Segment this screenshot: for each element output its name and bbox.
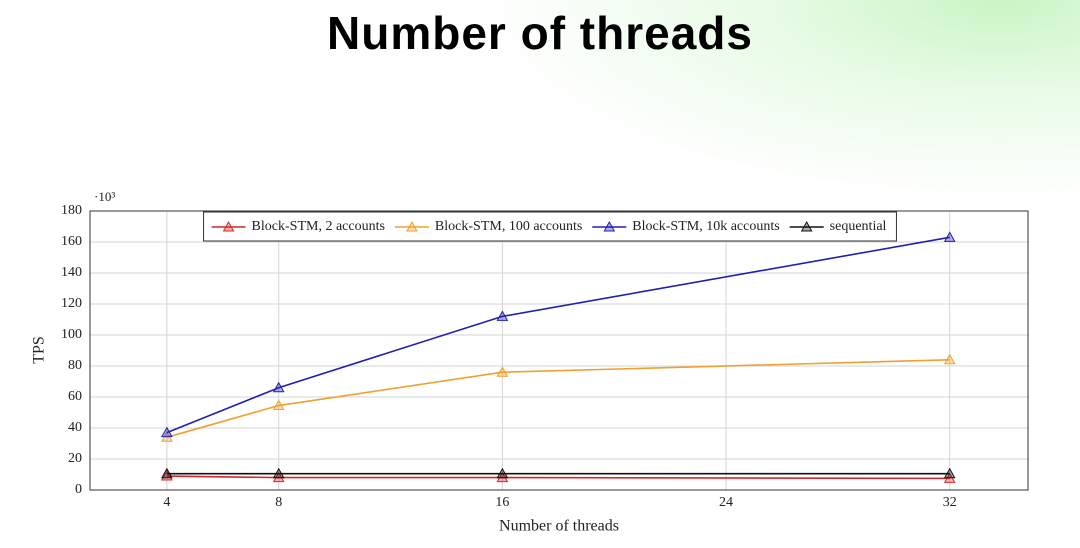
point-marker — [161, 467, 173, 479]
series-line — [166, 236, 950, 434]
legend-marker — [406, 220, 418, 232]
x-tick-label: 16 — [495, 495, 509, 510]
y-tick-label: 100 — [61, 327, 82, 342]
x-axis-label: Number of threads — [499, 518, 619, 535]
legend-label: sequential — [830, 219, 887, 234]
series-line — [166, 475, 950, 480]
point-marker — [272, 381, 285, 393]
slide-title: Number of threads — [327, 7, 753, 59]
point-marker — [943, 231, 956, 242]
point-marker — [496, 467, 509, 479]
y-tick-label: 140 — [61, 265, 82, 280]
point-marker — [161, 426, 173, 438]
y-tick-label: 40 — [68, 420, 82, 435]
y-tick-label: 160 — [61, 234, 82, 249]
x-tick-label: 8 — [275, 495, 282, 510]
legend-label: Block-STM, 2 accounts — [252, 219, 385, 234]
y-tick-label: 0 — [75, 482, 82, 497]
point-marker — [272, 467, 285, 479]
y-tick-label: 60 — [68, 389, 82, 404]
point-marker — [943, 467, 956, 479]
y-axis-label: TPS — [31, 336, 48, 364]
legend-label: Block-STM, 10k accounts — [632, 219, 779, 234]
legend-marker — [603, 220, 616, 232]
y-tick-label: 180 — [61, 203, 82, 218]
y-tick-label: 20 — [68, 451, 82, 466]
x-tick-label: 32 — [943, 495, 957, 510]
y-tick-label: 80 — [68, 358, 82, 373]
y-multiplier: ·10³ — [94, 189, 115, 204]
point-marker — [496, 310, 509, 321]
point-marker — [496, 366, 509, 377]
point-marker — [496, 471, 509, 483]
legend: Block-STM, 2 accounts Block-STM, 100 acco… — [203, 211, 897, 242]
point-marker — [943, 353, 956, 365]
legend-marker — [800, 220, 813, 232]
point-marker — [272, 399, 285, 411]
series-line — [166, 359, 950, 439]
y-tick-label: 120 — [61, 296, 82, 311]
legend-box — [203, 211, 897, 242]
point-marker — [272, 471, 285, 483]
x-tick-label: 24 — [719, 495, 733, 510]
plot-frame — [89, 210, 1029, 491]
plot-area — [90, 211, 1028, 490]
x-tick-label: 4 — [163, 495, 170, 510]
legend-label: Block-STM, 100 accounts — [435, 219, 582, 234]
legend-marker — [222, 220, 235, 232]
